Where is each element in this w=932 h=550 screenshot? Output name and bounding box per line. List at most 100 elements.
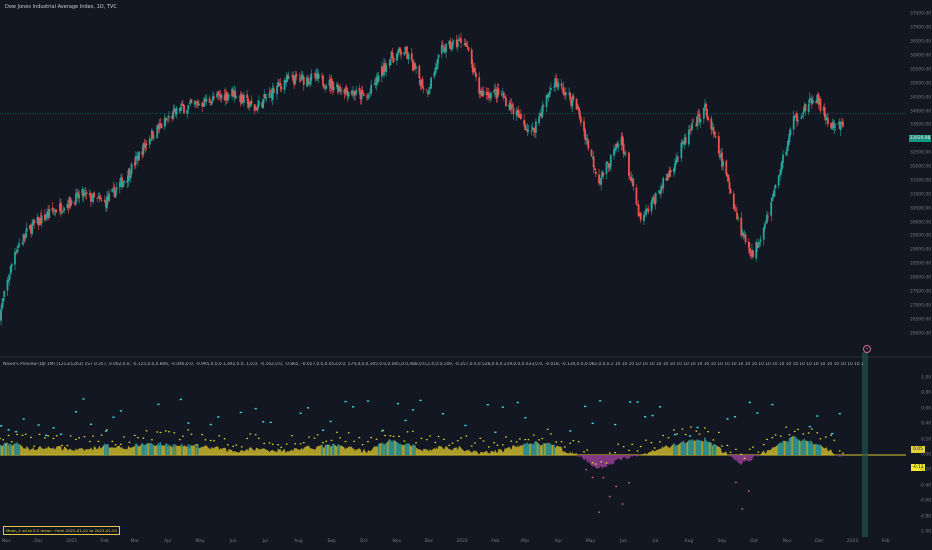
signal-dot-yellow	[541, 437, 544, 440]
signal-dot-yellow	[420, 437, 423, 439]
candle-body	[398, 48, 400, 53]
signal-dot-cyan	[584, 405, 587, 408]
signal-dot-yellow	[743, 457, 746, 460]
signal-dot-yellow	[137, 437, 139, 439]
signal-dot-yellow	[196, 444, 198, 446]
signal-dot-yellow	[384, 434, 386, 437]
candle-body	[235, 96, 238, 99]
candle-body	[261, 102, 263, 108]
candle-body	[287, 77, 290, 79]
candle-body	[650, 202, 653, 212]
signal-dot-yellow	[412, 430, 414, 432]
signal-dot-yellow	[639, 445, 642, 448]
signal-dot-cyan	[748, 401, 752, 404]
candle-body	[628, 152, 630, 176]
candle-body	[265, 97, 268, 99]
candle-body	[374, 82, 377, 85]
candle-body	[645, 209, 647, 215]
candle-body	[532, 128, 535, 131]
candle-body	[69, 198, 72, 206]
candle-body	[270, 92, 273, 99]
signal-dot-yellow	[572, 440, 575, 442]
time-tick-label: Jul	[262, 539, 268, 544]
candle-body	[336, 84, 338, 87]
candle-body	[674, 163, 676, 171]
signal-dot-yellow	[44, 437, 46, 439]
candle-body	[441, 45, 444, 47]
candle-body	[425, 90, 428, 91]
candle-body	[278, 82, 281, 85]
candle-body	[380, 66, 383, 77]
current-bar-highlight	[862, 352, 868, 537]
candle-body	[496, 88, 499, 98]
candle-body	[545, 94, 548, 107]
signal-dot-yellow	[55, 435, 58, 437]
candle-body	[122, 181, 124, 188]
candle-body	[157, 126, 160, 130]
candle-body	[639, 212, 642, 220]
price-tick-label: 28000.00	[910, 275, 931, 281]
candle-body	[617, 144, 620, 147]
signal-dot-cyan	[419, 399, 422, 402]
candle-body	[547, 94, 550, 98]
candle-body	[578, 110, 581, 119]
signal-dot-yellow	[824, 436, 827, 438]
oscillator-positive-area	[0, 435, 843, 455]
candle-body	[444, 51, 446, 53]
candle-body	[509, 102, 512, 111]
signal-dot-yellow	[223, 438, 226, 440]
signal-dot-yellow	[299, 443, 302, 445]
candle-body	[321, 75, 323, 77]
candle-body	[464, 43, 467, 45]
signal-dot-yellow	[347, 432, 350, 434]
candle-body	[7, 279, 10, 281]
signal-dot-cyan	[838, 412, 841, 415]
oscillator-tick-label: 0.60	[921, 406, 931, 412]
candle-body	[29, 225, 31, 229]
candle-body	[781, 161, 783, 170]
candle-body	[98, 195, 101, 199]
candle-body	[190, 99, 193, 104]
candle-body	[182, 103, 184, 107]
candle-body	[837, 123, 840, 125]
signal-dot-yellow	[443, 438, 445, 440]
candle-body	[168, 116, 170, 118]
candle-body	[330, 80, 333, 89]
signal-dot-cyan	[7, 429, 10, 431]
candle-body	[452, 41, 455, 42]
signal-dot-yellow	[52, 437, 55, 440]
event-marker-icon[interactable]: +	[863, 345, 871, 353]
candle-body	[367, 95, 369, 99]
candle-body	[238, 95, 241, 97]
candle-body	[126, 180, 129, 183]
candle-body	[38, 218, 41, 226]
candle-body	[187, 104, 190, 110]
signal-dot-yellow	[406, 431, 409, 433]
signal-dot-yellow	[451, 442, 454, 444]
candle-body	[575, 98, 578, 110]
signal-dot-pink	[747, 490, 750, 492]
time-tick-label: Mar	[130, 539, 139, 544]
signal-dot-yellow	[24, 433, 27, 435]
candle-body	[316, 73, 319, 79]
candle-body	[455, 39, 458, 48]
candle-body	[449, 40, 452, 50]
time-tick-label: Feb	[100, 539, 109, 544]
signal-dot-yellow	[120, 443, 122, 445]
signal-dot-yellow	[353, 440, 355, 442]
oscillator-strong-bars	[0, 435, 822, 455]
signal-dot-yellow	[493, 442, 495, 444]
signal-dot-yellow	[830, 434, 832, 436]
signal-dot-yellow	[425, 439, 428, 441]
candle-body	[36, 217, 39, 224]
signal-dot-yellow	[21, 434, 24, 436]
candle-body	[485, 92, 488, 96]
signal-dot-cyan	[441, 412, 445, 415]
candle-body	[490, 92, 492, 99]
signal-dot-yellow	[636, 450, 639, 452]
signal-dot-yellow	[726, 444, 729, 447]
signal-dot-yellow	[797, 428, 799, 431]
signal-dot-yellow	[227, 444, 229, 446]
signal-dot-yellow	[308, 436, 310, 438]
